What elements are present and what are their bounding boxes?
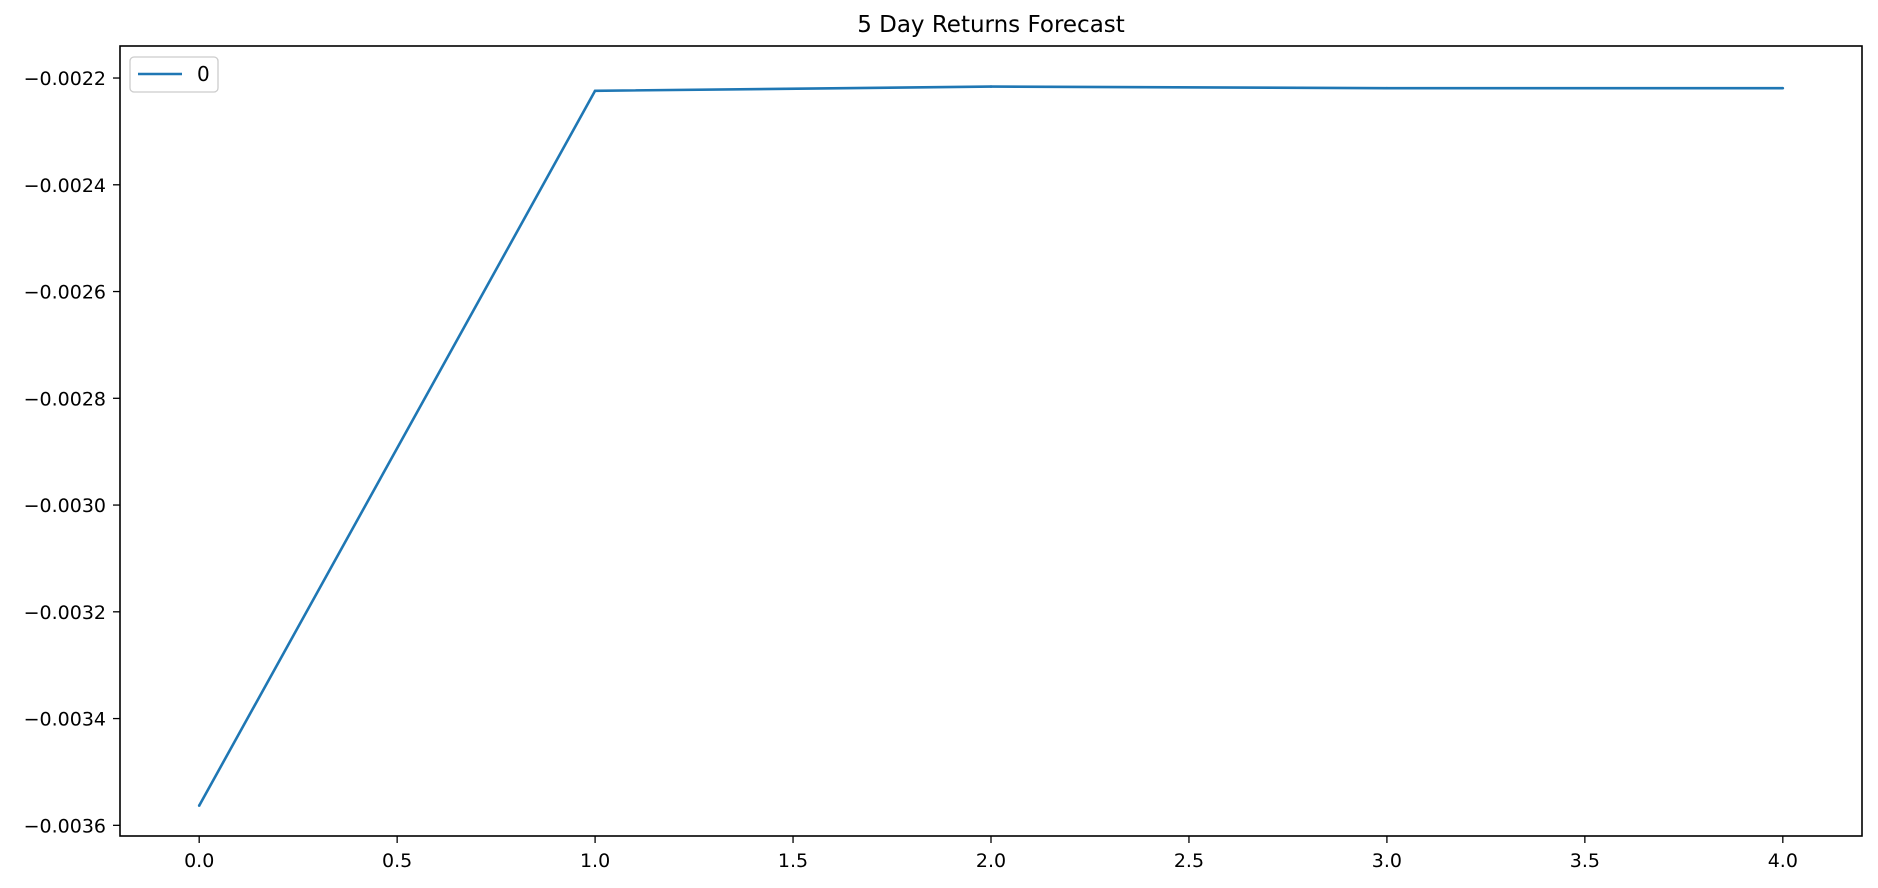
data-point	[197, 804, 201, 807]
series-line	[198, 85, 1783, 807]
x-tick-label: 3.0	[1372, 850, 1402, 872]
x-tick-label: 1.0	[580, 850, 610, 872]
y-tick-label: −0.0034	[24, 709, 106, 731]
x-tick-label: 4.0	[1768, 850, 1798, 872]
x-tick-label: 3.5	[1570, 850, 1600, 872]
y-tick-label: −0.0030	[24, 495, 106, 517]
y-tick-label: −0.0028	[24, 388, 106, 410]
legend-label: 0	[197, 62, 210, 86]
data-point	[989, 85, 993, 88]
y-axis: −0.0022 −0.0024 −0.0026 −0.0028 −0.0030 −0.00…	[24, 68, 120, 837]
x-tick-label: 1.5	[778, 850, 808, 872]
y-tick-label: −0.0022	[24, 68, 106, 90]
plot-frame	[119, 45, 1863, 837]
data-point	[1385, 86, 1389, 90]
y-tick-label: −0.0026	[24, 282, 106, 304]
x-tick-label: 2.0	[976, 850, 1006, 872]
y-tick-label: −0.0036	[24, 815, 106, 837]
y-tick-label: −0.0032	[24, 602, 106, 624]
data-point	[593, 89, 597, 93]
plot-area	[119, 45, 1863, 837]
series-layer	[197, 85, 1785, 807]
legend: 0	[129, 56, 219, 93]
chart-title: 5 Day Returns Forecast	[857, 12, 1125, 38]
x-axis: 0.0 0.5 1.0 1.5 2.0 2.5 3.0 3.5 4.0	[184, 836, 1798, 872]
x-tick-label: 0.0	[184, 850, 214, 872]
data-point	[1781, 86, 1785, 90]
x-tick-label: 2.5	[1174, 850, 1204, 872]
y-tick-label: −0.0024	[24, 175, 106, 197]
x-tick-label: 0.5	[382, 850, 412, 872]
